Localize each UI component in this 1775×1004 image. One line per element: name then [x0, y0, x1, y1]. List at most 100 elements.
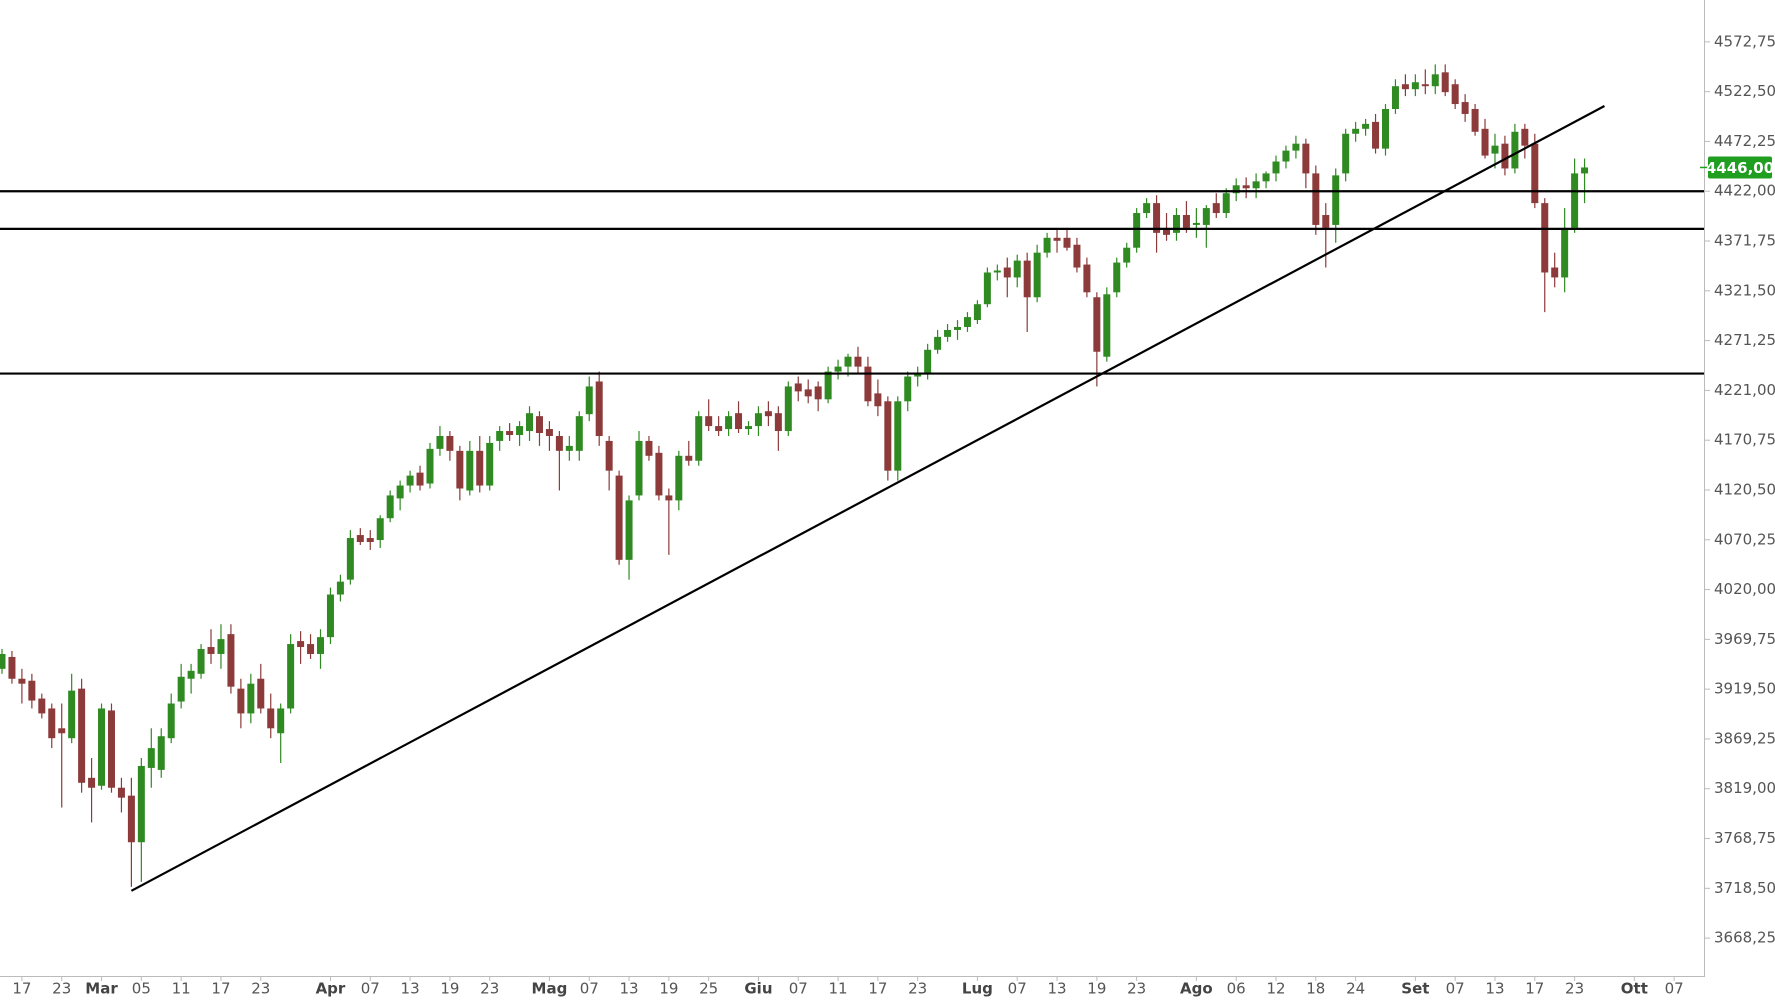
last-price-box	[1708, 156, 1772, 179]
candle-body	[1352, 128, 1360, 134]
candle-body	[1511, 131, 1519, 169]
candle-body	[58, 728, 66, 734]
x-tick-label: 19	[440, 980, 459, 998]
candle-body	[1023, 260, 1031, 298]
candle-body	[754, 413, 762, 427]
candle-body	[1272, 161, 1280, 174]
candle-body	[396, 485, 404, 499]
candle-body	[297, 641, 305, 648]
candle-body	[575, 416, 583, 451]
candle-body	[48, 708, 56, 739]
candle-body	[685, 455, 693, 461]
candle-body	[1451, 84, 1459, 105]
candle-body	[585, 386, 593, 415]
candle-body	[406, 475, 414, 486]
candle-body	[675, 455, 683, 501]
candle-body	[695, 416, 703, 461]
candle-body	[1093, 297, 1101, 352]
x-tick-label: 13	[1485, 980, 1504, 998]
candle-body	[207, 647, 215, 654]
candle-body	[605, 440, 613, 471]
y-tick-label: 3869,25	[1714, 729, 1775, 747]
x-tick-label: Ago	[1180, 980, 1213, 998]
candle-body	[277, 708, 285, 734]
x-tick-label: 18	[1306, 980, 1325, 998]
y-tick-label: 4020,00	[1714, 580, 1775, 598]
candle-body	[1143, 203, 1151, 214]
candle-body	[147, 748, 155, 768]
candle-body	[386, 495, 394, 519]
candle-body	[1411, 82, 1419, 90]
candle-body	[127, 795, 135, 843]
x-tick-label: 17	[211, 980, 230, 998]
candle-body	[1541, 203, 1549, 273]
candle-body	[1421, 84, 1429, 87]
x-tick-label: 23	[908, 980, 927, 998]
candle-body	[496, 431, 504, 441]
candle-body	[645, 440, 653, 456]
candle-body	[784, 386, 792, 432]
x-tick-label: 06	[1227, 980, 1246, 998]
candle-body	[446, 435, 454, 451]
candle-body	[366, 538, 374, 543]
candle-body	[1501, 143, 1509, 169]
candle-body	[356, 535, 364, 543]
candle-body	[307, 644, 315, 654]
candle-body	[177, 676, 185, 702]
x-tick-label: 07	[361, 980, 380, 998]
y-tick-label: 3969,75	[1714, 630, 1775, 648]
x-tick-label: Mar	[85, 980, 118, 998]
candle-body	[1481, 128, 1489, 156]
x-tick-label: Mag	[532, 980, 568, 998]
candle-body	[247, 683, 255, 714]
candle-body	[516, 426, 524, 435]
candle-body	[227, 634, 235, 687]
y-tick-label: 3718,50	[1714, 879, 1775, 897]
candle-body	[1003, 267, 1011, 278]
y-tick-label: 4271,25	[1714, 331, 1775, 349]
x-tick-label: 19	[1087, 980, 1106, 998]
candle-body	[117, 787, 125, 798]
y-tick-label: 4522,50	[1714, 82, 1775, 100]
candle-body	[1192, 222, 1200, 225]
x-tick-label: 07	[1008, 980, 1027, 998]
x-tick-label: 07	[1665, 980, 1684, 998]
candle-body	[1342, 133, 1350, 174]
candle-body	[715, 426, 723, 432]
y-tick-label: 4422,00	[1714, 182, 1775, 200]
candle-body	[1461, 102, 1469, 114]
candle-body	[197, 649, 205, 674]
candle-body	[187, 670, 195, 679]
candle-body	[1372, 121, 1380, 149]
candle-body	[824, 371, 832, 400]
candle-body	[326, 594, 334, 638]
y-tick-label: 4120,50	[1714, 480, 1775, 498]
candle-body	[1113, 262, 1121, 293]
candle-body	[944, 329, 952, 337]
x-tick-label: 24	[1346, 980, 1365, 998]
candle-body	[934, 336, 942, 350]
y-tick-label: 4472,25	[1714, 132, 1775, 150]
candle-body	[1491, 145, 1499, 154]
candle-body	[1312, 173, 1320, 225]
candle-body	[1083, 264, 1091, 293]
candle-body	[157, 736, 165, 770]
x-tick-label: Apr	[316, 980, 346, 998]
x-tick-label: 13	[620, 980, 639, 998]
x-tick-label: Lug	[962, 980, 993, 998]
x-tick-label: Ott	[1621, 980, 1648, 998]
x-tick-label: 23	[1565, 980, 1584, 998]
candle-body	[1103, 294, 1111, 357]
candle-body	[0, 653, 6, 669]
x-tick-label: Giu	[744, 980, 772, 998]
x-tick-label: 11	[172, 980, 191, 998]
candle-body	[973, 304, 981, 321]
x-tick-label: 07	[580, 980, 599, 998]
candle-body	[38, 698, 46, 714]
candle-body	[1222, 193, 1230, 214]
candle-body	[854, 356, 862, 367]
candle-body	[1202, 208, 1210, 225]
candle-body	[476, 450, 484, 486]
